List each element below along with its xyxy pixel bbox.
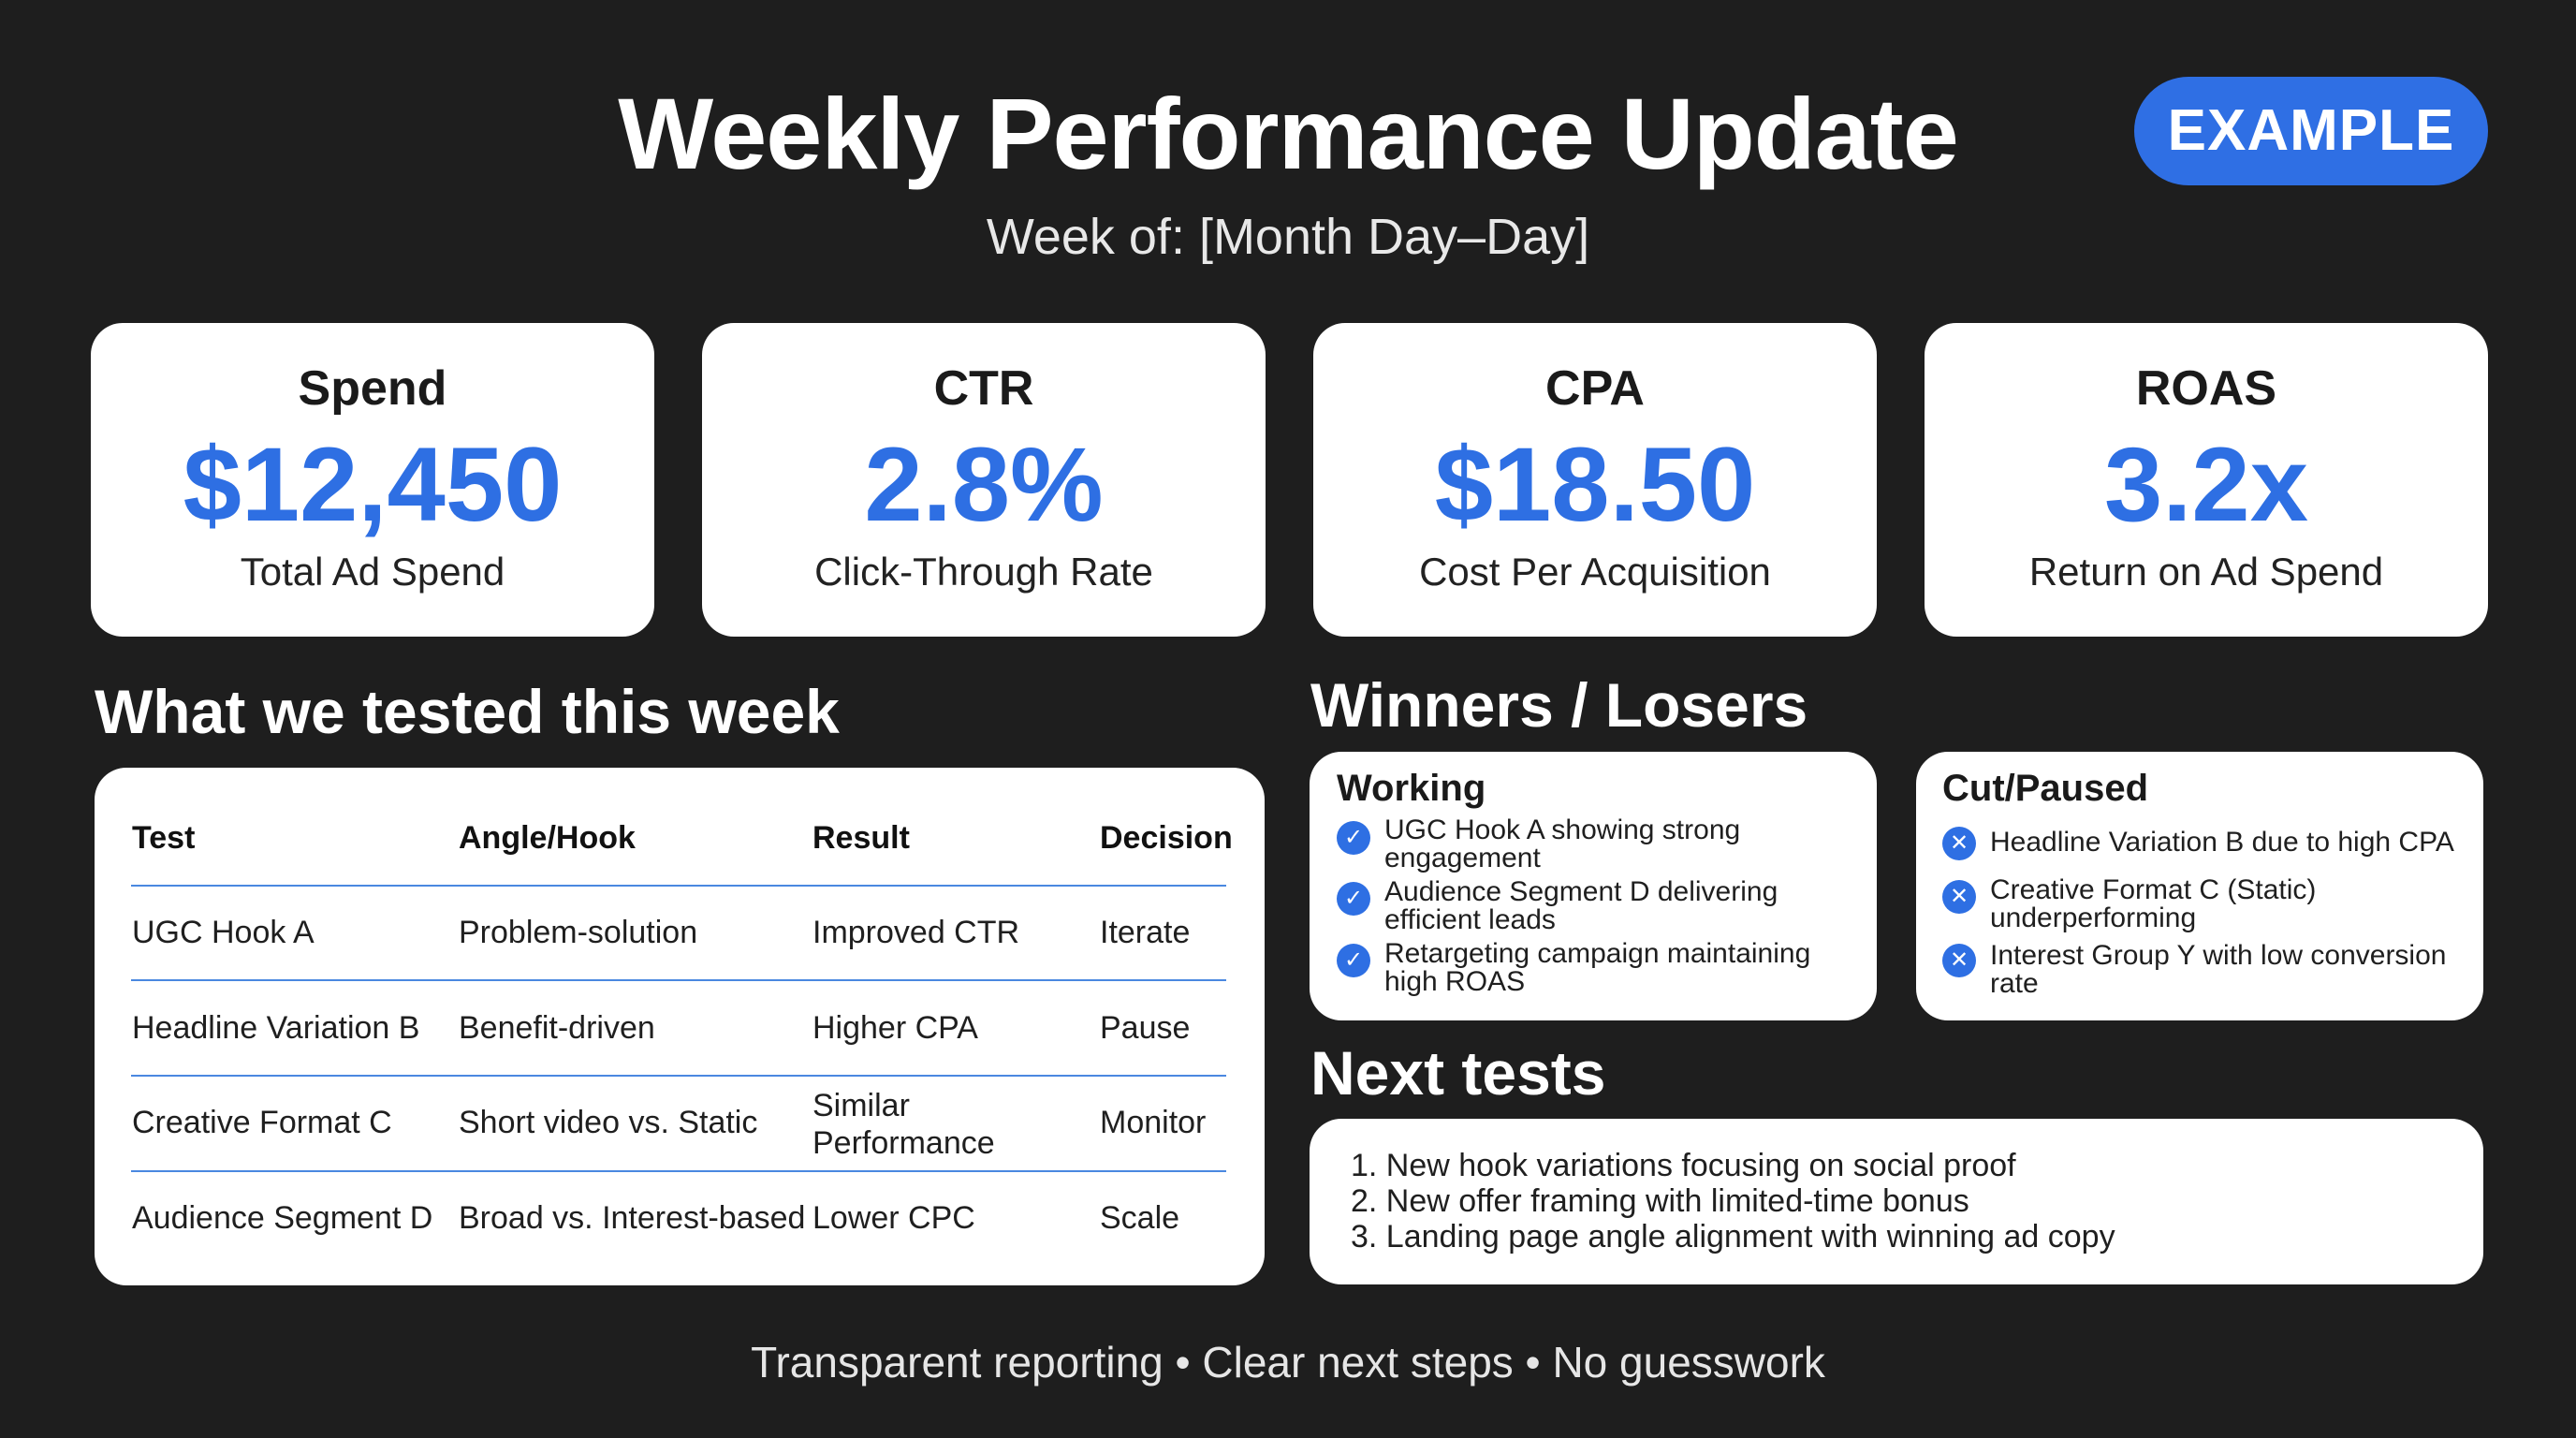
table-cell: Problem-solution (459, 915, 698, 950)
kpi-card-roas: ROAS 3.2x Return on Ad Spend (1925, 323, 2488, 637)
table-cell: Higher CPA (812, 1010, 978, 1046)
cut-item: Headline Variation B due to high CPA (1990, 827, 2454, 858)
table-divider (131, 979, 1226, 981)
table-cell: Monitor (1100, 1105, 1207, 1140)
cut-item: Interest Group Y with low conversion rat… (1990, 940, 2447, 999)
working-item: Retargeting campaign maintaining high RO… (1384, 938, 1811, 997)
working-item: UGC Hook A showing strong engagement (1384, 814, 1741, 873)
table-cell: Similar Performance (812, 1088, 995, 1161)
kpi-value: 3.2x (2104, 426, 2308, 543)
kpi-label: ROAS (2135, 361, 2277, 416)
table-cell: Creative Format C (132, 1105, 392, 1140)
winners-losers-title: Winners / Losers (1310, 670, 1808, 740)
example-badge: EXAMPLE (2134, 77, 2488, 185)
table-divider (131, 1075, 1226, 1077)
kpi-value: $12,450 (183, 426, 563, 543)
x-circle-icon: ✕ (1942, 944, 1976, 977)
x-circle-icon: ✕ (1942, 880, 1976, 914)
table-cell: UGC Hook A (132, 915, 315, 950)
kpi-value: $18.50 (1434, 426, 1756, 543)
next-tests-panel (1310, 1119, 2483, 1284)
table-cell: Improved CTR (812, 915, 1020, 950)
working-panel (1310, 752, 1877, 1020)
kpi-description: Cost Per Acquisition (1419, 550, 1771, 594)
table-cell: Scale (1100, 1200, 1180, 1236)
next-test-item: 3. Landing page angle alignment with win… (1351, 1219, 2115, 1255)
kpi-card-cpa: CPA $18.50 Cost Per Acquisition (1313, 323, 1877, 637)
page-subtitle: Week of: [Month Day–Day] (986, 209, 1590, 265)
table-cell: Headline Variation B (132, 1010, 420, 1046)
next-test-item: 1. New hook variations focusing on socia… (1351, 1148, 2016, 1183)
cut-paused-panel (1916, 752, 2483, 1020)
next-tests-title: Next tests (1310, 1038, 1606, 1108)
cut-paused-heading: Cut/Paused (1942, 768, 2149, 809)
tests-section-title: What we tested this week (95, 677, 840, 746)
table-header-result: Result (812, 820, 910, 856)
table-cell: Benefit-driven (459, 1010, 655, 1046)
table-cell: Short video vs. Static (459, 1105, 758, 1140)
check-circle-icon: ✓ (1337, 821, 1370, 855)
table-cell: Pause (1100, 1010, 1191, 1046)
kpi-value: 2.8% (864, 426, 1104, 543)
cut-item: Creative Format C (Static) underperformi… (1990, 874, 2317, 933)
working-item: Audience Segment D delivering efficient … (1384, 876, 1778, 935)
table-divider (131, 1170, 1226, 1172)
kpi-label: Spend (298, 361, 447, 416)
table-cell: Lower CPC (812, 1200, 975, 1236)
check-circle-icon: ✓ (1337, 944, 1370, 977)
kpi-card-ctr: CTR 2.8% Click-Through Rate (702, 323, 1266, 637)
table-cell: Broad vs. Interest-based (459, 1200, 806, 1236)
check-circle-icon: ✓ (1337, 882, 1370, 916)
table-header-angle: Angle/Hook (459, 820, 636, 856)
tests-table-panel (95, 768, 1265, 1285)
kpi-label: CTR (933, 361, 1034, 416)
kpi-label: CPA (1545, 361, 1645, 416)
table-cell: Audience Segment D (132, 1200, 433, 1236)
kpi-description: Total Ad Spend (240, 550, 505, 594)
working-heading: Working (1337, 768, 1486, 809)
table-divider (131, 885, 1226, 887)
table-cell: Iterate (1100, 915, 1191, 950)
footer-tagline: Transparent reporting • Clear next steps… (751, 1338, 1825, 1387)
table-header-decision: Decision (1100, 820, 1233, 856)
table-header-test: Test (132, 820, 196, 856)
kpi-card-spend: Spend $12,450 Total Ad Spend (91, 323, 654, 637)
kpi-description: Click-Through Rate (814, 550, 1153, 594)
next-test-item: 2. New offer framing with limited-time b… (1351, 1183, 1969, 1219)
kpi-description: Return on Ad Spend (2028, 550, 2384, 594)
x-circle-icon: ✕ (1942, 827, 1976, 860)
page-title: Weekly Performance Update (618, 77, 1959, 190)
